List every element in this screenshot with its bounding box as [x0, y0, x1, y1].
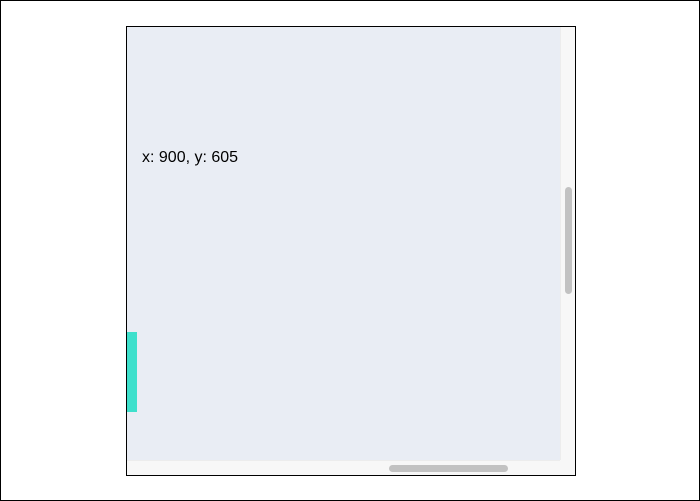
coordinate-readout: x: 900, y: 605 — [142, 149, 239, 166]
horizontal-scrollbar-thumb[interactable] — [389, 465, 508, 472]
vertical-scrollbar-thumb[interactable] — [565, 187, 572, 294]
scrollbar-corner — [560, 460, 575, 475]
horizontal-scrollbar[interactable] — [127, 460, 560, 475]
vertical-scrollbar[interactable] — [560, 27, 575, 460]
scroll-viewport[interactable]: x: 900, y: 605 — [127, 27, 560, 460]
teal-marker-block — [127, 332, 137, 412]
scroll-container[interactable]: x: 900, y: 605 — [126, 26, 576, 476]
